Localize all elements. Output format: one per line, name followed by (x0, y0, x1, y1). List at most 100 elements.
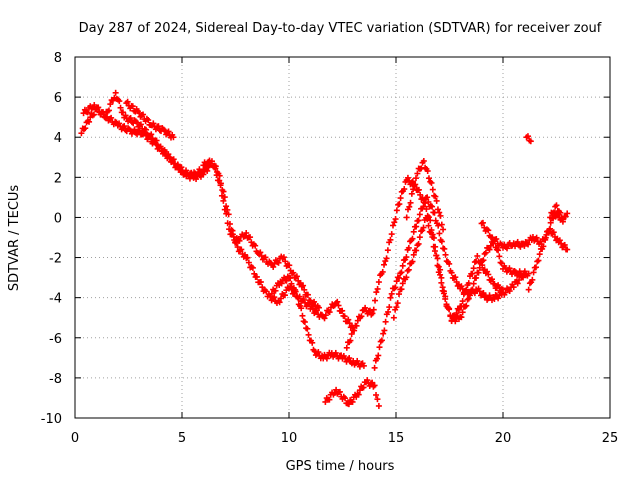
data-point (427, 178, 434, 185)
data-point (409, 178, 416, 185)
data-point (436, 209, 443, 216)
data-point (112, 89, 119, 96)
x-tick-label: 25 (602, 431, 619, 446)
data-point (78, 130, 85, 137)
data-point (280, 254, 287, 261)
data-point (452, 318, 459, 325)
data-point (322, 312, 329, 319)
data-point (491, 280, 498, 287)
data-point (438, 279, 445, 286)
data-point (527, 138, 534, 145)
data-point (272, 287, 279, 294)
data-point (392, 216, 399, 223)
data-point (229, 231, 236, 238)
data-point (221, 206, 228, 213)
data-point (446, 260, 453, 267)
data-point (381, 261, 388, 268)
data-point (90, 111, 97, 118)
data-point (485, 227, 492, 234)
data-point (475, 269, 482, 276)
data-point (462, 303, 469, 310)
data-point (204, 162, 211, 169)
data-point (119, 109, 126, 116)
data-point (530, 269, 537, 276)
data-point (245, 259, 252, 266)
data-point (220, 197, 227, 204)
data-point (270, 263, 277, 270)
data-point (434, 206, 441, 213)
data-point (435, 222, 442, 229)
data-point (463, 302, 470, 309)
data-point (315, 349, 322, 356)
data-point (502, 289, 509, 296)
data-point (218, 192, 225, 199)
data-point (375, 402, 382, 409)
data-point (223, 210, 230, 217)
data-point (371, 364, 378, 371)
data-point (442, 251, 449, 258)
data-point (282, 258, 289, 265)
data-point (300, 296, 307, 303)
data-point (145, 117, 152, 124)
data-point (392, 284, 399, 291)
data-point (469, 286, 476, 293)
data-point (425, 198, 432, 205)
data-point (428, 179, 435, 186)
data-point (550, 229, 557, 236)
data-point (420, 203, 427, 210)
data-point (415, 186, 422, 193)
data-point (341, 313, 348, 320)
data-point (395, 291, 402, 298)
data-point (405, 244, 412, 251)
y-tick-label: 4 (54, 131, 62, 146)
data-point (362, 304, 369, 311)
data-point (420, 157, 427, 164)
data-point (525, 241, 532, 248)
data-point (336, 388, 343, 395)
data-point (353, 322, 360, 329)
data-point (311, 298, 318, 305)
data-point (393, 278, 400, 285)
data-point (373, 391, 380, 398)
y-tick-label: 6 (54, 91, 62, 106)
data-point (409, 258, 416, 265)
data-point (315, 304, 322, 311)
data-point (384, 247, 391, 254)
x-tick-label: 5 (178, 431, 186, 446)
data-point (372, 297, 379, 304)
data-point (334, 298, 341, 305)
data-point (486, 246, 493, 253)
data-point (301, 286, 308, 293)
data-point (124, 98, 131, 105)
data-point (155, 123, 162, 130)
data-point (127, 115, 134, 122)
data-point (339, 307, 346, 314)
data-point (343, 344, 350, 351)
data-point (275, 259, 282, 266)
data-point (370, 306, 377, 313)
data-point (436, 230, 443, 237)
data-point (516, 276, 523, 283)
data-point (399, 280, 406, 287)
data-point (150, 120, 157, 127)
data-point (253, 273, 260, 280)
data-point (474, 252, 481, 259)
x-tick-label: 10 (281, 431, 298, 446)
data-point (428, 229, 435, 236)
data-point (441, 245, 448, 252)
data-point (396, 201, 403, 208)
data-point (431, 192, 438, 199)
data-point (108, 114, 115, 121)
data-point (387, 236, 394, 243)
data-point (387, 294, 394, 301)
data-point (170, 134, 177, 141)
data-point (559, 218, 566, 225)
data-point (243, 229, 250, 236)
data-point (374, 285, 381, 292)
data-point (542, 234, 549, 241)
data-point (373, 289, 380, 296)
data-point (249, 264, 256, 271)
data-point (440, 290, 447, 297)
x-tick-label: 20 (495, 431, 512, 446)
data-point (223, 203, 230, 210)
